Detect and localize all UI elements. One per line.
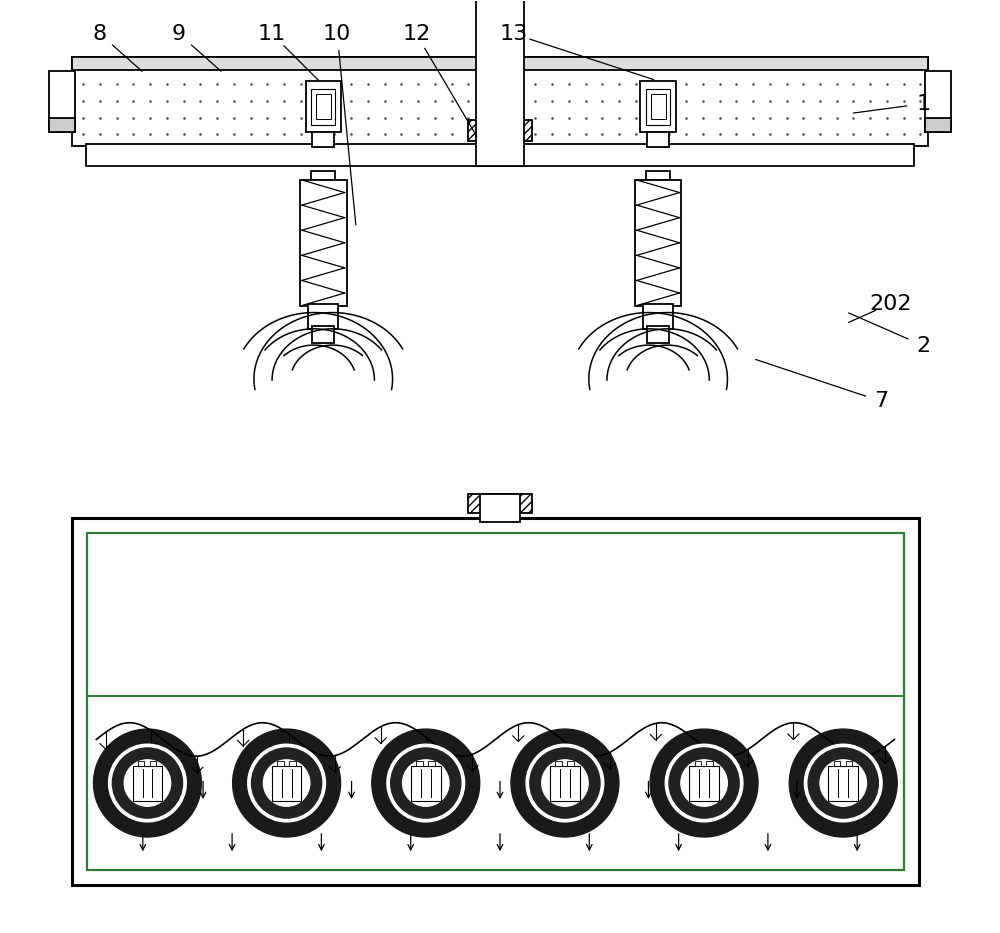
Bar [49,118,75,132]
Bar [289,761,296,765]
Text: 13: 13 [500,24,528,44]
Text: 9: 9 [172,24,186,44]
Circle shape [112,748,183,818]
Circle shape [820,759,866,806]
Circle shape [391,748,461,818]
Bar [72,57,928,70]
Circle shape [804,745,882,822]
Bar [834,761,840,765]
Bar [468,494,532,513]
Bar [86,144,914,166]
Bar [635,180,681,306]
Bar [306,81,341,132]
Circle shape [372,729,480,837]
Bar [925,118,951,132]
Circle shape [789,729,897,837]
Text: 202: 202 [869,294,912,313]
Bar [312,326,334,342]
Bar [316,94,331,119]
Bar [272,765,301,801]
Bar [411,765,441,801]
Text: 2: 2 [916,336,930,355]
Bar [416,761,423,765]
Bar [49,71,75,132]
Bar [311,89,335,125]
Text: 7: 7 [874,391,888,411]
Circle shape [526,745,604,822]
Circle shape [248,745,325,822]
Bar [695,761,701,765]
Circle shape [665,745,743,822]
Circle shape [252,748,322,818]
Circle shape [650,729,758,837]
Bar [150,761,156,765]
Bar [647,326,669,342]
Text: 8: 8 [93,24,107,44]
Bar [646,89,670,125]
Bar [555,761,562,765]
Circle shape [669,748,739,818]
Bar [133,765,162,801]
Circle shape [124,759,171,806]
Bar [646,171,670,180]
Circle shape [233,729,341,837]
Bar [72,518,919,885]
Circle shape [109,745,186,822]
Bar [689,765,719,801]
Bar [138,761,144,765]
Bar [651,94,666,119]
Circle shape [542,759,588,806]
Bar [428,761,435,765]
Bar [550,765,580,801]
Bar [300,180,347,306]
Text: 1: 1 [916,93,930,114]
Bar [706,761,713,765]
Circle shape [681,759,727,806]
Text: 11: 11 [258,24,286,44]
Text: 10: 10 [323,24,351,44]
Circle shape [93,729,201,837]
Circle shape [263,759,310,806]
Bar [643,304,673,328]
Bar [72,57,928,146]
Bar [468,120,532,141]
Bar [567,761,574,765]
Circle shape [808,748,878,818]
Bar [308,304,338,328]
Text: 12: 12 [402,24,430,44]
Bar [87,533,904,870]
Bar [311,171,335,180]
Bar [640,81,676,132]
Bar [312,132,334,146]
Circle shape [387,745,465,822]
Circle shape [530,748,600,818]
Bar [277,761,284,765]
Bar [480,494,520,522]
Bar [476,0,524,166]
Bar [647,132,669,146]
Circle shape [403,759,449,806]
Circle shape [511,729,619,837]
Bar [846,761,852,765]
Bar [925,71,951,132]
Bar [828,765,858,801]
